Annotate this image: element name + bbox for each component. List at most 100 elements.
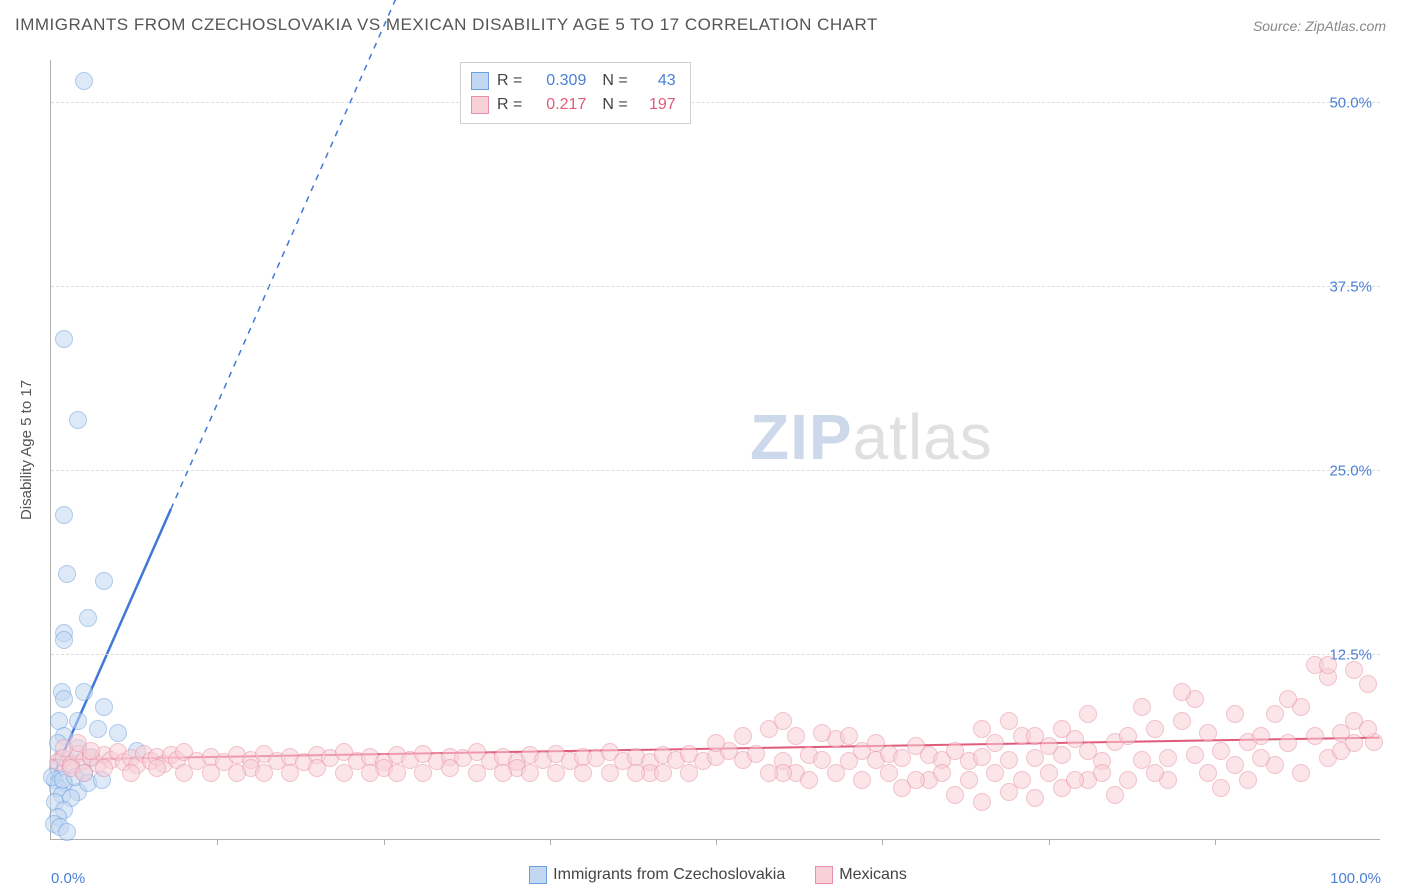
data-point xyxy=(1252,727,1270,745)
data-point xyxy=(547,764,565,782)
x-tick xyxy=(384,839,385,845)
data-point xyxy=(55,330,73,348)
data-point xyxy=(1093,764,1111,782)
data-point xyxy=(58,823,76,841)
data-point xyxy=(853,771,871,789)
data-point xyxy=(148,759,166,777)
data-point xyxy=(813,724,831,742)
data-point xyxy=(1066,771,1084,789)
gridline-h xyxy=(51,286,1380,287)
data-point xyxy=(69,411,87,429)
data-point xyxy=(79,609,97,627)
gridline-h xyxy=(51,654,1380,655)
data-point xyxy=(1359,675,1377,693)
legend-swatch xyxy=(471,96,489,114)
legend-swatch xyxy=(815,866,833,884)
data-point xyxy=(1053,720,1071,738)
data-point xyxy=(1173,712,1191,730)
y-axis-label: Disability Age 5 to 17 xyxy=(18,380,35,520)
x-tick xyxy=(1215,839,1216,845)
x-tick xyxy=(550,839,551,845)
data-point xyxy=(82,742,100,760)
data-point xyxy=(1000,751,1018,769)
data-point xyxy=(601,764,619,782)
legend-r-label: R = xyxy=(497,96,522,114)
data-point xyxy=(574,764,592,782)
data-point xyxy=(1266,705,1284,723)
x-tick xyxy=(882,839,883,845)
data-point xyxy=(89,720,107,738)
data-point xyxy=(1279,690,1297,708)
x-tick xyxy=(217,839,218,845)
data-point xyxy=(1159,749,1177,767)
data-point xyxy=(1226,705,1244,723)
data-point xyxy=(75,764,93,782)
legend-r-label: R = xyxy=(497,72,522,90)
x-tick xyxy=(716,839,717,845)
data-point xyxy=(1079,705,1097,723)
legend-n-value: 197 xyxy=(632,96,676,114)
data-point xyxy=(1212,742,1230,760)
data-point xyxy=(228,764,246,782)
data-point xyxy=(1026,727,1044,745)
data-point xyxy=(1345,734,1363,752)
gridline-h xyxy=(51,470,1380,471)
data-point xyxy=(75,683,93,701)
source-attribution: Source: ZipAtlas.com xyxy=(1253,18,1386,34)
data-point xyxy=(75,72,93,90)
data-point xyxy=(800,771,818,789)
data-point xyxy=(680,764,698,782)
data-point xyxy=(468,764,486,782)
legend-r-value: 0.217 xyxy=(526,96,586,114)
legend-n-label: N = xyxy=(602,96,627,114)
data-point xyxy=(1252,749,1270,767)
data-point xyxy=(1013,771,1031,789)
data-point xyxy=(58,565,76,583)
legend-n-value: 43 xyxy=(632,72,676,90)
legend-row: R =0.309N =43 xyxy=(471,69,676,93)
y-tick-label: 50.0% xyxy=(1329,95,1372,112)
data-point xyxy=(654,764,672,782)
data-point xyxy=(1000,712,1018,730)
data-point xyxy=(787,727,805,745)
legend-r-value: 0.309 xyxy=(526,72,586,90)
data-point xyxy=(1119,727,1137,745)
legend-series-label: Immigrants from Czechoslovakia xyxy=(553,866,785,883)
data-point xyxy=(707,734,725,752)
data-point xyxy=(95,759,113,777)
data-point xyxy=(55,690,73,708)
correlation-legend: R =0.309N =43R =0.217N =197 xyxy=(460,62,691,124)
legend-series-label: Mexicans xyxy=(839,866,907,883)
data-point xyxy=(760,764,778,782)
series-legend: Immigrants from Czechoslovakia Mexicans xyxy=(0,866,1406,884)
data-point xyxy=(1146,764,1164,782)
data-point xyxy=(414,764,432,782)
data-point xyxy=(175,764,193,782)
y-tick-label: 37.5% xyxy=(1329,279,1372,296)
data-point xyxy=(1306,727,1324,745)
data-point xyxy=(973,793,991,811)
data-point xyxy=(827,764,845,782)
trend-line-dashed xyxy=(171,0,450,509)
data-point xyxy=(1345,661,1363,679)
data-point xyxy=(946,786,964,804)
data-point xyxy=(95,698,113,716)
data-point xyxy=(255,764,273,782)
legend-row: R =0.217 N = 197 xyxy=(471,93,676,117)
data-point xyxy=(1279,734,1297,752)
data-point xyxy=(1199,764,1217,782)
data-point xyxy=(388,764,406,782)
data-point xyxy=(1133,698,1151,716)
data-point xyxy=(1319,656,1337,674)
data-point xyxy=(907,771,925,789)
data-point xyxy=(986,734,1004,752)
data-point xyxy=(1040,764,1058,782)
data-point xyxy=(55,631,73,649)
data-point xyxy=(1106,786,1124,804)
data-point xyxy=(1239,771,1257,789)
data-point xyxy=(1212,779,1230,797)
data-point xyxy=(1359,720,1377,738)
data-point xyxy=(122,764,140,782)
data-point xyxy=(494,764,512,782)
legend-swatch xyxy=(529,866,547,884)
